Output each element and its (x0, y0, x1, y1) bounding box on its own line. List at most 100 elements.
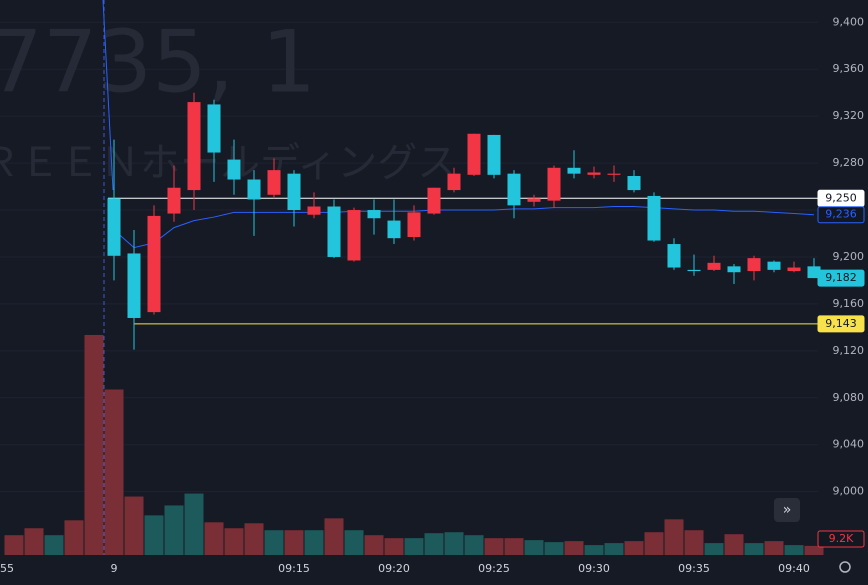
volume-bar (304, 530, 324, 555)
candle-body (507, 173, 521, 206)
x-tick-label: 9 (111, 562, 118, 575)
candle-body (747, 258, 761, 272)
volume-bar (384, 538, 404, 555)
candle-body (207, 104, 221, 153)
volume-bar (284, 530, 304, 555)
candle-body (607, 173, 621, 175)
volume-label-box (817, 530, 865, 548)
volume-bar (584, 545, 604, 555)
volume-bar (524, 540, 544, 555)
volume-bar (44, 535, 64, 555)
volume-bar (364, 535, 384, 555)
candle-body (367, 210, 381, 219)
x-tick-label: 09:20 (378, 562, 410, 575)
candle-body (127, 253, 141, 318)
volume-bar (544, 542, 564, 555)
volume-bar (184, 493, 204, 555)
candle-body (707, 262, 721, 270)
volume-bar (764, 541, 784, 555)
price-label: 9,143 (825, 317, 857, 330)
volume-bar (264, 530, 284, 555)
x-tick-label: 09:30 (578, 562, 610, 575)
candle-body (247, 179, 261, 200)
candle-body (667, 244, 681, 268)
price-label: 9,250 (825, 191, 857, 204)
candle-body (787, 267, 801, 272)
candle-body (547, 167, 561, 201)
candle-body (167, 187, 181, 214)
x-tick-label: 09:40 (778, 562, 810, 575)
volume-bar (564, 541, 584, 555)
volume-bar (404, 538, 424, 555)
volume-bar (224, 528, 244, 555)
y-tick-label: 9,280 (833, 156, 865, 169)
candle-body (727, 266, 741, 273)
candle-body (187, 102, 201, 191)
volume-bar (744, 543, 764, 555)
candle-body (567, 167, 581, 174)
volume-bar (84, 334, 104, 555)
volume-bar (164, 505, 184, 555)
volume-bar (104, 389, 124, 555)
volume-bar (64, 520, 84, 555)
volume-bar (804, 545, 824, 555)
candle-body (447, 173, 461, 191)
y-tick-label: 9,200 (833, 250, 865, 263)
volume-bar (484, 538, 504, 555)
volume-bar (644, 532, 664, 555)
candle-body (627, 176, 641, 191)
volume-bar (244, 523, 264, 555)
volume-bar (144, 515, 164, 555)
y-tick-label: 9,400 (833, 15, 865, 28)
candle-body (687, 269, 701, 272)
price-label-box (817, 269, 865, 287)
candle-body (327, 206, 341, 257)
y-tick-label: 9,120 (833, 344, 865, 357)
volume-label: 9.2K (829, 532, 854, 545)
volume-bar (624, 541, 644, 555)
volume-bar (4, 535, 24, 555)
x-tick-label: 55 (0, 562, 14, 575)
volume-bar (664, 519, 684, 555)
volume-bar (344, 530, 364, 555)
candle-body (467, 133, 481, 175)
price-label-box (817, 206, 865, 224)
candle-body (647, 195, 661, 241)
volume-bar (724, 534, 744, 555)
x-tick-label: 09:25 (478, 562, 510, 575)
candle-body (407, 212, 421, 238)
candle-body (427, 187, 441, 214)
candle-body (147, 215, 161, 313)
candle-body (287, 173, 301, 211)
y-tick-label: 9,000 (833, 485, 865, 498)
volume-bar (684, 530, 704, 555)
y-tick-label: 9,040 (833, 438, 865, 451)
volume-bar (204, 522, 224, 555)
vwap-line (113, 206, 815, 249)
volume-bar (704, 543, 724, 555)
volume-bar (324, 518, 344, 555)
candle-body (587, 172, 601, 175)
candle-body (107, 198, 121, 256)
candle-body (527, 198, 541, 202)
x-tick-label: 09:35 (678, 562, 710, 575)
settings-icon[interactable] (839, 561, 851, 573)
y-tick-label: 9,360 (833, 62, 865, 75)
scroll-button[interactable] (774, 498, 800, 522)
candle-body (807, 266, 821, 279)
volume-bar (424, 533, 444, 555)
volume-bar (464, 535, 484, 555)
candle-body (227, 159, 241, 180)
volume-bar (444, 532, 464, 555)
y-tick-label: 9,080 (833, 391, 865, 404)
y-tick-label: 9,160 (833, 297, 865, 310)
scroll-icon: » (783, 502, 792, 518)
x-tick-label: 09:15 (278, 562, 310, 575)
volume-bar (504, 538, 524, 555)
candle-body (387, 220, 401, 239)
vwap-spike (102, 0, 114, 191)
candle-body (347, 210, 361, 261)
volume-bar (784, 545, 804, 555)
